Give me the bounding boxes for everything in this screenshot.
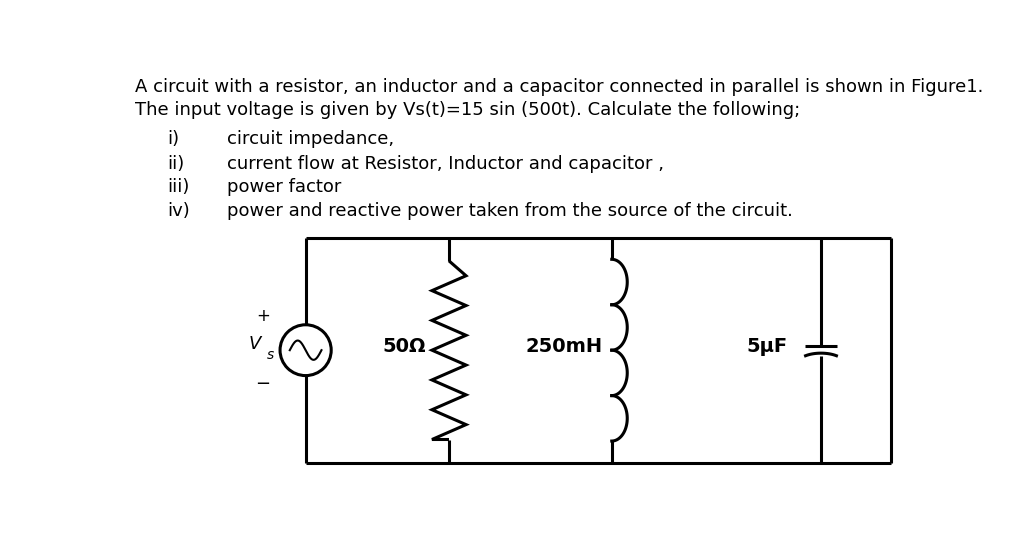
Text: circuit impedance,: circuit impedance, bbox=[226, 130, 393, 148]
Text: s: s bbox=[266, 348, 273, 362]
Text: V: V bbox=[249, 335, 262, 353]
Text: current flow at Resistor, Inductor and capacitor ,: current flow at Resistor, Inductor and c… bbox=[226, 154, 663, 172]
Text: A circuit with a resistor, an inductor and a capacitor connected in parallel is : A circuit with a resistor, an inductor a… bbox=[136, 78, 983, 96]
Text: power factor: power factor bbox=[226, 178, 341, 196]
Text: power and reactive power taken from the source of the circuit.: power and reactive power taken from the … bbox=[226, 202, 793, 220]
Text: The input voltage is given by Vs(t)=15 sin (500t). Calculate the following;: The input voltage is given by Vs(t)=15 s… bbox=[136, 101, 800, 119]
Text: iv): iv) bbox=[168, 202, 191, 220]
Text: iii): iii) bbox=[168, 178, 191, 196]
Text: ii): ii) bbox=[168, 154, 184, 172]
Text: 50Ω: 50Ω bbox=[382, 337, 426, 356]
Text: i): i) bbox=[168, 130, 179, 148]
Text: +: + bbox=[256, 307, 270, 325]
Text: −: − bbox=[256, 375, 271, 393]
Text: 250mH: 250mH bbox=[525, 337, 602, 356]
Text: 5μF: 5μF bbox=[746, 337, 788, 356]
